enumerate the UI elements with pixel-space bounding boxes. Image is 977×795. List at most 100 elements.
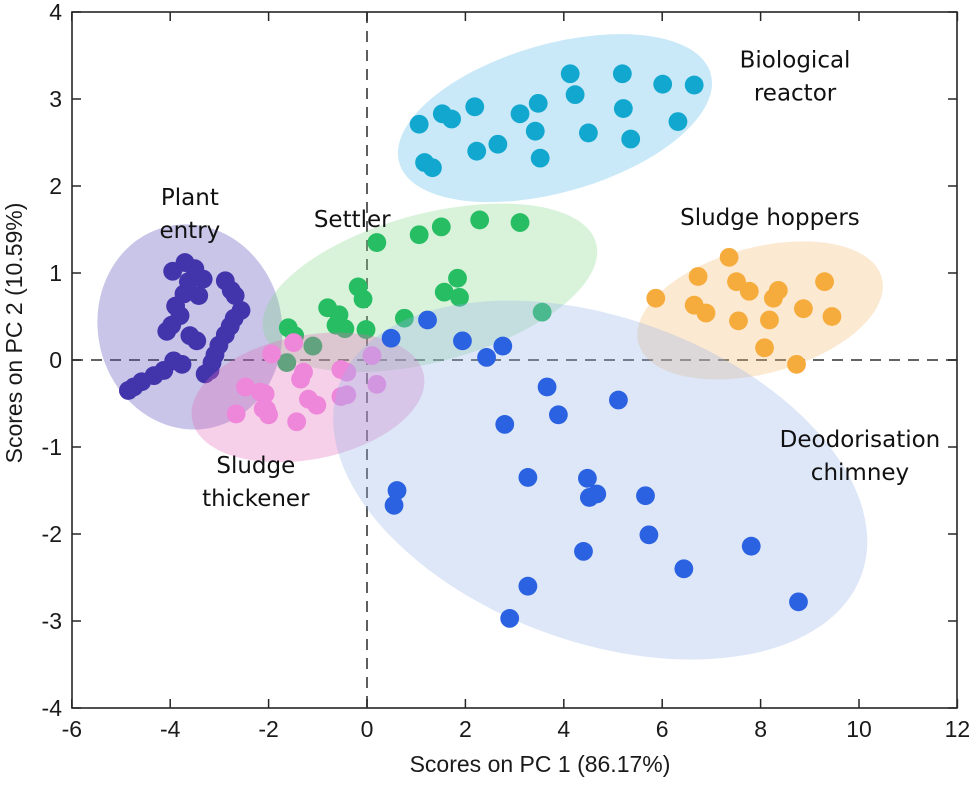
axis-ticks	[71, 11, 959, 709]
data-point-biological-reactor	[467, 141, 487, 161]
cluster-labels-generated: Plant entry Settler Biological reactor Sludge…	[159, 48, 940, 512]
data-point-sludge-hoppers	[688, 267, 708, 286]
data-point-sludge-thickener	[291, 369, 310, 389]
cluster-ellipse-deodorisation-chimney	[333, 300, 868, 660]
cluster-label-biological-reactor: Biological reactor	[740, 48, 851, 107]
data-point-sludge-thickener	[367, 374, 387, 394]
data-point-deodorisation-chimney	[418, 310, 437, 330]
data-point-sludge-thickener	[250, 382, 270, 402]
data-point-sludge-hoppers	[646, 288, 666, 308]
data-point-biological-reactor	[668, 112, 688, 132]
data-point-settler	[434, 282, 454, 302]
data-point-plant-entry	[172, 354, 192, 374]
cluster-label-deodorisation-chimney: Deodorisation chimney	[780, 427, 941, 486]
data-point-sludge-thickener	[236, 377, 255, 397]
cluster-label-sludge-thickener: Sludge thickener	[202, 453, 310, 512]
data-point-deodorisation-chimney	[741, 536, 761, 556]
data-point-sludge-thickener	[337, 362, 357, 382]
y-tick-label: -3	[42, 608, 62, 634]
data-point-sludge-hoppers	[787, 354, 806, 374]
y-axis-title: Scores on PC 2 (10.59%)	[1, 203, 27, 464]
y-tick-label: -2	[42, 521, 62, 547]
data-point-deodorisation-chimney	[674, 559, 694, 579]
data-point-sludge-hoppers	[696, 303, 716, 323]
data-point-biological-reactor	[613, 99, 633, 118]
data-point-sludge-thickener	[284, 333, 304, 352]
data-point-deodorisation-chimney	[574, 542, 593, 561]
data-point-biological-reactor	[565, 85, 585, 105]
data-point-settler	[356, 320, 376, 339]
data-point-settler	[470, 210, 490, 230]
cluster-biological-reactor	[397, 34, 712, 203]
y-tick-label: 1	[49, 260, 62, 286]
data-point-biological-reactor	[684, 75, 704, 95]
x-tick-label: 8	[754, 716, 767, 742]
y-tick-label: 3	[49, 86, 62, 112]
x-tick-label: 10	[846, 716, 872, 742]
data-point-settler	[532, 302, 552, 322]
data-point-deodorisation-chimney	[387, 481, 407, 500]
data-point-deodorisation-chimney	[477, 347, 496, 367]
data-point-biological-reactor	[653, 74, 673, 94]
x-tick-label: 4	[557, 716, 570, 742]
data-point-deodorisation-chimney	[636, 486, 655, 506]
data-point-deodorisation-chimney	[789, 592, 808, 612]
cluster-sludge-thickener	[191, 332, 425, 463]
x-tick-label: -6	[62, 716, 82, 742]
x-tick-label: -4	[160, 716, 181, 742]
data-point-plant-entry	[189, 286, 209, 306]
x-axis-title: Scores on PC 1 (86.17%)	[410, 751, 671, 777]
data-point-deodorisation-chimney	[384, 495, 404, 515]
data-point-biological-reactor	[488, 134, 508, 154]
data-point-plant-entry	[193, 269, 213, 289]
data-point-biological-reactor	[560, 64, 580, 84]
data-point-biological-reactor	[409, 114, 429, 134]
y-tick-label: 2	[49, 173, 62, 199]
cluster-label-settler: Settler	[314, 207, 391, 233]
data-point-settler	[303, 336, 323, 356]
data-point-deodorisation-chimney	[495, 414, 515, 434]
data-point-deodorisation-chimney	[639, 525, 659, 545]
data-point-plant-entry	[118, 381, 138, 400]
cluster-label-sludge-hoppers: Sludge hoppers	[680, 205, 860, 231]
cluster-deodorisation-chimney	[333, 300, 868, 660]
data-point-settler	[277, 353, 297, 373]
x-tick-label: 0	[361, 716, 374, 742]
data-point-deodorisation-chimney	[493, 336, 513, 356]
data-point-biological-reactor	[423, 158, 442, 178]
data-point-settler	[335, 319, 355, 339]
data-point-biological-reactor	[621, 129, 641, 149]
data-point-sludge-hoppers	[719, 247, 739, 267]
data-point-settler	[510, 213, 530, 232]
data-point-plant-entry	[163, 261, 183, 281]
data-point-sludge-hoppers	[822, 307, 842, 326]
data-point-plant-entry	[225, 286, 245, 306]
y-tick-label: -1	[42, 434, 62, 460]
data-point-sludge-thickener	[287, 412, 307, 432]
data-point-sludge-hoppers	[729, 311, 748, 331]
data-point-settler	[394, 308, 414, 328]
data-point-settler	[353, 289, 373, 309]
y-tick-label: 0	[49, 347, 62, 373]
data-point-sludge-thickener	[337, 385, 357, 405]
data-point-biological-reactor	[579, 123, 598, 143]
data-point-deodorisation-chimney	[518, 576, 538, 596]
data-point-sludge-hoppers	[794, 299, 813, 319]
x-tick-label: 2	[459, 716, 472, 742]
data-point-settler	[409, 225, 429, 245]
data-point-deodorisation-chimney	[548, 405, 568, 425]
data-point-settler	[450, 287, 469, 307]
data-point-biological-reactor	[465, 97, 485, 117]
y-tick-label: -4	[42, 695, 63, 721]
data-point-deodorisation-chimney	[500, 608, 520, 628]
data-point-deodorisation-chimney	[537, 377, 557, 397]
data-point-sludge-hoppers	[815, 272, 834, 292]
x-tick-label: 12	[945, 716, 971, 742]
cluster-sludge-hoppers	[637, 241, 883, 380]
data-point-deodorisation-chimney	[381, 328, 401, 348]
data-point-sludge-hoppers	[763, 288, 783, 308]
